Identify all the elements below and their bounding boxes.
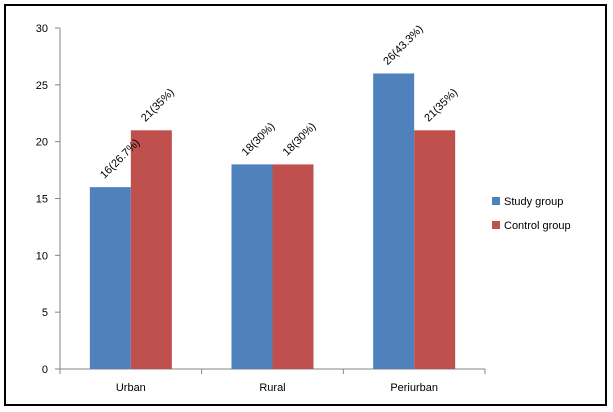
bar-data-label: 21(35%) <box>139 87 177 125</box>
bar-data-label: 21(35%) <box>422 87 460 125</box>
bar-study-group <box>89 187 131 369</box>
chart-bars <box>89 73 456 369</box>
x-category-label: Urban <box>116 382 146 394</box>
y-tick-label: 15 <box>36 194 48 206</box>
bar-study-group <box>373 73 415 369</box>
x-category-label: Periurban <box>390 382 438 394</box>
bar-study-group <box>231 164 273 369</box>
legend-swatch <box>492 221 500 229</box>
y-tick-label: 30 <box>36 23 48 35</box>
bar-control-group <box>130 130 172 369</box>
y-tick-label: 25 <box>36 80 48 92</box>
bar-data-label: 26(43.3%) <box>381 23 425 67</box>
legend-swatch <box>492 197 500 205</box>
y-tick-label: 10 <box>36 250 48 262</box>
y-tick-label: 0 <box>42 364 48 376</box>
bar-data-label: 18(30%) <box>240 121 278 159</box>
legend-label: Study group <box>504 196 563 208</box>
y-tick-label: 20 <box>36 137 48 149</box>
bar-control-group <box>414 130 456 369</box>
chart-legend: Study group Control group <box>492 196 571 232</box>
x-category-label: Rural <box>259 382 285 394</box>
y-tick-label: 5 <box>42 307 48 319</box>
bar-control-group <box>272 164 314 369</box>
legend-label: Control group <box>504 220 571 232</box>
bar-data-label: 18(30%) <box>281 121 319 159</box>
